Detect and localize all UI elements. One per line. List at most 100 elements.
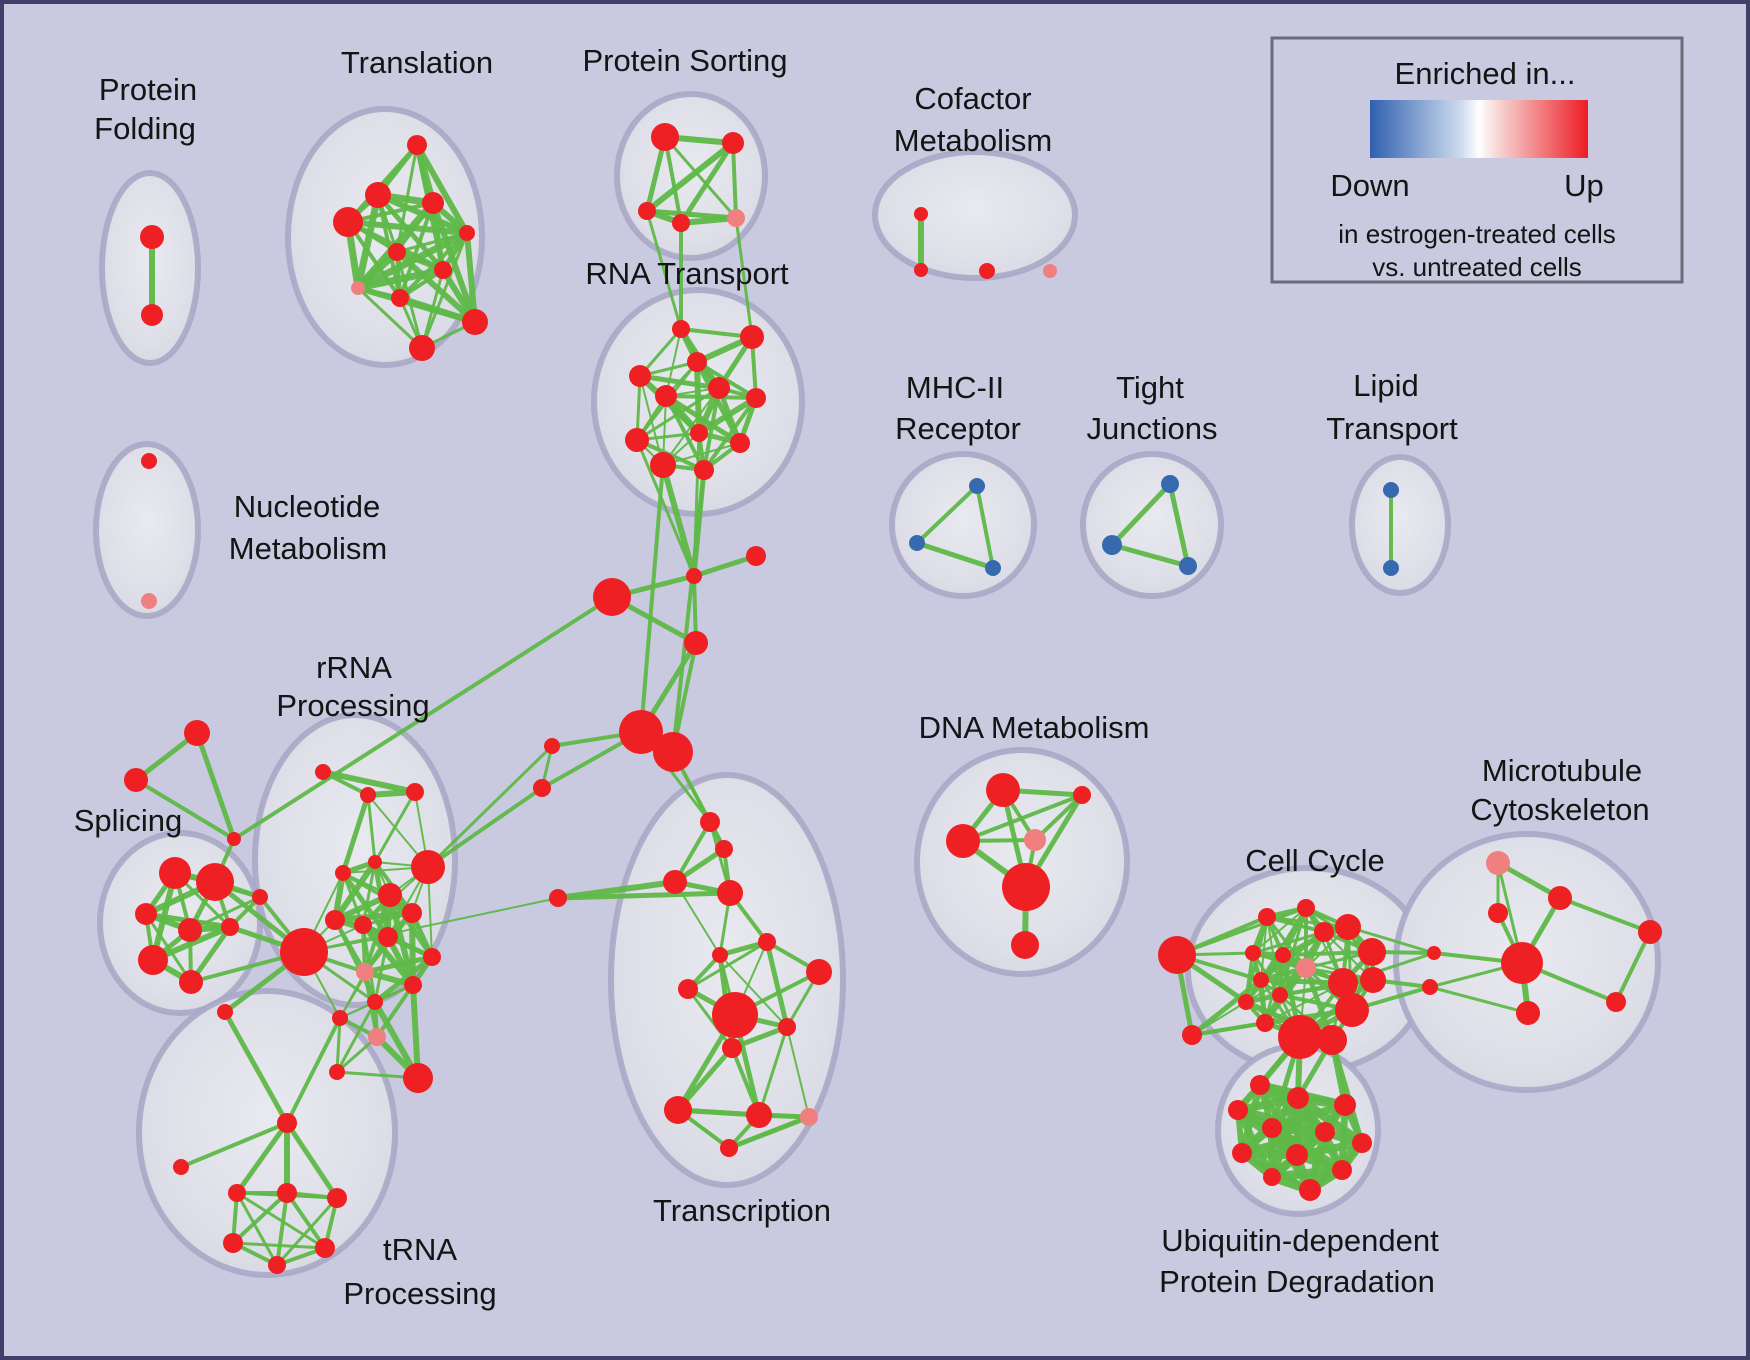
node-transcription-4 — [549, 889, 567, 907]
label-cofactor-metabolism: Cofactor — [914, 81, 1031, 116]
network-edge — [285, 1016, 342, 1125]
network-edge — [275, 1191, 289, 1267]
node-translation-2 — [422, 192, 444, 214]
node-translation-10 — [409, 335, 435, 361]
network-edge — [414, 142, 470, 236]
network-edge — [410, 982, 421, 1081]
node-ubiquitin-degradation-1 — [1287, 1087, 1309, 1109]
node-cell-cycle-10 — [1253, 972, 1269, 988]
network-edge — [914, 540, 996, 571]
network-edge — [354, 191, 382, 292]
connector-node — [544, 738, 560, 754]
network-edge — [637, 373, 722, 391]
node-trna-processing-7 — [268, 1256, 286, 1274]
network-edge — [232, 595, 614, 841]
network-edge — [678, 140, 736, 226]
node-protein-folding-1 — [141, 304, 163, 326]
node-rna-transport-5 — [655, 385, 677, 407]
node-trna-processing-5 — [223, 1233, 243, 1253]
node-dna-metabolism-2 — [946, 824, 980, 858]
node-rrna-processing-19 — [217, 1004, 233, 1020]
node-microtubule-cytoskeleton-0 — [1486, 851, 1510, 875]
node-cofactor-metabolism-1 — [914, 263, 928, 277]
node-rna-transport-6 — [746, 388, 766, 408]
legend-gradient-bar — [1370, 100, 1588, 158]
node-rrna-processing-2 — [406, 783, 424, 801]
node-rrna-processing-3 — [368, 855, 382, 869]
node-protein-sorting-3 — [672, 214, 690, 232]
node-rrna-processing-16 — [368, 1028, 386, 1046]
node-microtubule-cytoskeleton-5 — [1422, 979, 1438, 995]
label-trna-processing: Processing — [343, 1276, 496, 1311]
network-edge — [1251, 930, 1326, 955]
network-edge — [664, 394, 758, 400]
node-protein-sorting-1 — [722, 132, 744, 154]
network-edge — [1175, 906, 1308, 957]
node-microtubule-cytoskeleton-7 — [1516, 1001, 1540, 1025]
node-ubiquitin-degradation-11 — [1299, 1179, 1321, 1201]
label-splicing: Splicing — [74, 803, 183, 838]
node-transcription-3 — [717, 880, 743, 906]
node-rna-transport-7 — [690, 424, 708, 442]
node-rrna-processing-8 — [354, 916, 372, 934]
node-ubiquitin-degradation-3 — [1228, 1100, 1248, 1120]
node-mhc-ii-receptor-0 — [969, 478, 985, 494]
label-rna-transport: RNA Transport — [585, 256, 789, 291]
network-edge — [678, 215, 739, 226]
network-edge — [1252, 907, 1307, 954]
node-transcription-1 — [715, 840, 733, 858]
label-ubiquitin-degradation: Protein Degradation — [1159, 1264, 1435, 1299]
network-edge — [1558, 896, 1652, 934]
node-dna-metabolism-5 — [1011, 931, 1039, 959]
node-trna-processing-3 — [277, 1183, 297, 1203]
network-edge — [362, 954, 435, 975]
node-rna-transport-4 — [708, 377, 730, 399]
network-edge — [1245, 967, 1307, 1003]
network-edge — [134, 778, 236, 841]
node-transcription-2 — [663, 870, 687, 894]
node-lipid-transport-0 — [1383, 482, 1399, 498]
legend-up-label: Up — [1564, 168, 1604, 203]
network-edge — [663, 135, 738, 220]
network-edge — [397, 295, 478, 325]
network-edge — [1267, 1165, 1347, 1182]
connector-node — [124, 768, 148, 792]
label-microtubule-cytoskeleton: Microtubule — [1482, 753, 1642, 788]
node-ubiquitin-degradation-4 — [1262, 1118, 1282, 1138]
node-cell-cycle-15 — [1256, 1014, 1274, 1032]
legend: Enriched in... Down Up in estrogen-treated … — [1270, 36, 1684, 284]
connector-node — [533, 779, 551, 797]
node-dna-metabolism-3 — [1024, 829, 1046, 851]
network-edge — [335, 1016, 342, 1074]
label-cell-cycle: Cell Cycle — [1245, 843, 1385, 878]
node-splicing-3 — [178, 918, 202, 942]
node-splicing-2 — [135, 903, 157, 925]
cluster-labels: Protein Folding Translation Protein Sorting… — [74, 43, 1650, 1311]
cluster-ellipse-mhc-ii-receptor — [889, 451, 1037, 599]
node-transcription-10 — [778, 1018, 796, 1036]
node-rrna-processing-18 — [329, 1064, 345, 1080]
network-edge — [235, 1191, 327, 1250]
node-translation-5 — [388, 243, 406, 261]
node-protein-sorting-0 — [651, 123, 679, 151]
node-microtubule-cytoskeleton-8 — [1638, 920, 1662, 944]
legend-down-label: Down — [1330, 168, 1409, 203]
node-rna-transport-10 — [650, 452, 676, 478]
label-tight-junctions: Tight — [1116, 370, 1184, 405]
label-trna-processing: tRNA — [383, 1232, 457, 1267]
node-trna-processing-6 — [315, 1238, 335, 1258]
node-rna-transport-2 — [687, 352, 707, 372]
node-translation-3 — [333, 207, 363, 237]
label-ubiquitin-degradation: Ubiquitin-dependent — [1161, 1223, 1439, 1258]
network-edge — [1109, 542, 1191, 569]
node-mhc-ii-receptor-2 — [985, 560, 1001, 576]
label-mhc-ii-receptor: MHC-II — [906, 370, 1004, 405]
network-edge — [375, 983, 415, 1039]
cluster-ellipse-nucleotide-metabolism — [93, 441, 201, 619]
node-ubiquitin-degradation-0 — [1250, 1075, 1270, 1095]
network-edge — [372, 954, 435, 1005]
network-edge — [757, 1025, 789, 1117]
network-edge — [555, 890, 733, 901]
network-edge — [635, 438, 696, 578]
node-cell-cycle-13 — [1238, 994, 1254, 1010]
